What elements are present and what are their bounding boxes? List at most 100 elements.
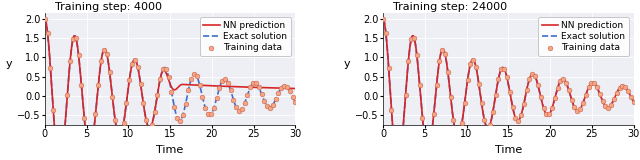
Training data	[200, 107, 211, 109]
NN prediction	[547, 111, 555, 112]
Training data	[415, 84, 425, 87]
Training data	[429, 113, 439, 116]
Training data	[271, 98, 281, 101]
Training data	[96, 60, 106, 62]
Training data	[620, 85, 630, 88]
Training data	[124, 79, 134, 82]
Training data	[104, 70, 115, 73]
Training data	[262, 105, 273, 108]
Training data	[603, 106, 613, 109]
Exact solution	[444, 71, 452, 73]
X-axis label: Time: Time	[156, 144, 184, 155]
Training data	[90, 113, 100, 116]
Training data	[626, 95, 636, 98]
Training data	[589, 82, 599, 84]
Training data	[541, 113, 552, 116]
Training data	[268, 104, 278, 106]
Training data	[60, 131, 70, 133]
Training data	[451, 134, 461, 136]
Training data	[211, 97, 221, 100]
Training data	[412, 54, 422, 56]
Training data	[628, 100, 639, 103]
NN prediction	[444, 71, 452, 73]
Training data	[527, 73, 538, 75]
Training data	[465, 63, 476, 66]
NN prediction	[86, 148, 93, 150]
Training data	[45, 66, 56, 69]
Training data	[287, 95, 298, 98]
Exact solution	[106, 71, 113, 73]
Training data	[395, 156, 405, 159]
Training data	[127, 63, 137, 66]
Training data	[522, 89, 532, 92]
Training data	[490, 94, 500, 96]
Training data	[82, 140, 92, 143]
Exact solution	[86, 148, 93, 150]
Training data	[245, 86, 255, 89]
NN prediction	[41, 18, 49, 20]
Training data	[499, 67, 509, 70]
Training data	[48, 109, 58, 111]
NN prediction	[380, 18, 387, 20]
Training data	[397, 131, 408, 133]
Training data	[197, 96, 207, 98]
Training data	[617, 84, 627, 87]
Training data	[488, 111, 498, 113]
Text: Training step: 4000: Training step: 4000	[55, 2, 162, 12]
Training data	[273, 92, 284, 94]
Y-axis label: y: y	[344, 59, 350, 69]
Training data	[544, 113, 554, 116]
Line: Exact solution: Exact solution	[383, 19, 634, 160]
Training data	[580, 94, 591, 96]
Training data	[532, 84, 543, 86]
Training data	[510, 116, 520, 119]
Training data	[234, 110, 244, 112]
Training data	[502, 76, 512, 79]
Training data	[158, 68, 168, 70]
Training data	[476, 102, 486, 105]
Training data	[460, 101, 470, 104]
Training data	[445, 95, 456, 98]
Training data	[251, 82, 261, 84]
Training data	[122, 101, 132, 104]
Training data	[570, 106, 580, 109]
Training data	[164, 76, 174, 79]
Training data	[155, 77, 165, 80]
Training data	[186, 78, 196, 80]
Training data	[592, 86, 602, 89]
Training data	[231, 106, 241, 109]
Training data	[237, 108, 247, 110]
Training data	[558, 77, 568, 80]
Training data	[206, 113, 216, 116]
Training data	[209, 107, 219, 110]
Training data	[598, 100, 608, 103]
Training data	[572, 110, 582, 112]
Exact solution	[189, 74, 196, 76]
Training data	[285, 90, 295, 92]
NN prediction	[189, 84, 196, 86]
Training data	[279, 84, 289, 87]
Training data	[381, 32, 391, 34]
Training data	[471, 66, 481, 68]
Exact solution	[424, 148, 431, 150]
Training data	[276, 87, 286, 89]
Exact solution	[41, 18, 49, 20]
Training data	[606, 104, 616, 106]
Training data	[584, 86, 594, 89]
Training data	[161, 67, 171, 70]
Exact solution	[209, 111, 216, 112]
NN prediction	[568, 100, 576, 102]
Training data	[169, 105, 179, 108]
Training data	[614, 87, 625, 89]
Training data	[504, 90, 515, 93]
Training data	[166, 90, 177, 93]
Training data	[74, 54, 84, 56]
Training data	[265, 106, 275, 109]
Training data	[612, 92, 622, 94]
Training data	[152, 94, 163, 96]
Training data	[40, 17, 50, 20]
Training data	[518, 103, 529, 105]
Training data	[132, 66, 143, 68]
Training data	[192, 75, 202, 78]
Training data	[42, 32, 52, 34]
